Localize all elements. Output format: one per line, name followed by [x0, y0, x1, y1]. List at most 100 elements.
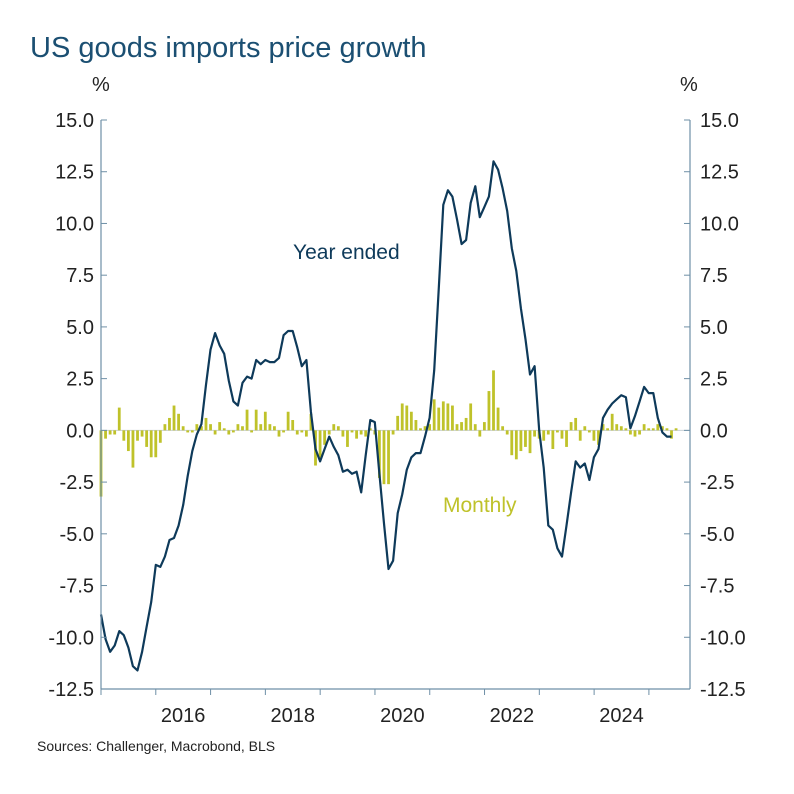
monthly-bar [332, 424, 336, 431]
monthly-bar [524, 430, 527, 447]
monthly-bar [514, 430, 518, 460]
monthly-bar [487, 391, 491, 431]
x-tick-label: 2020 [380, 705, 425, 727]
y-tick-label-left: 10.0 [55, 213, 94, 235]
monthly-bar [387, 430, 390, 485]
monthly-bar [204, 417, 208, 431]
annotation-year-ended: Year ended [293, 241, 400, 264]
monthly-bar [259, 424, 263, 431]
monthly-bar [423, 426, 427, 431]
y-tick-label-left: 0.0 [66, 420, 94, 442]
monthly-bar [154, 430, 158, 458]
monthly-bar [209, 424, 212, 431]
x-tick-label: 2022 [490, 705, 535, 727]
monthly-bar [574, 417, 578, 431]
y-tick-label-right: 12.5 [700, 162, 739, 184]
monthly-bar [428, 424, 432, 431]
monthly-bar [218, 422, 222, 431]
monthly-bar [565, 430, 568, 447]
monthly-bar [231, 430, 235, 433]
monthly-bar [505, 430, 509, 435]
y-tick-label-left: 2.5 [66, 369, 94, 391]
y-tick-label-right: -5.0 [700, 524, 734, 546]
y-tick-label-right: -7.5 [700, 576, 734, 598]
monthly-bar [665, 428, 669, 431]
y-tick-label-right: 2.5 [700, 369, 728, 391]
monthly-bar [592, 430, 596, 441]
monthly-bar [323, 430, 327, 445]
monthly-bar [108, 430, 112, 435]
monthly-bar [619, 426, 623, 431]
monthly-bar [117, 407, 121, 431]
monthly-bar [364, 430, 368, 437]
left-axis-unit: % [92, 74, 110, 96]
monthly-bar [368, 428, 372, 431]
monthly-bar [327, 430, 331, 435]
monthly-bar [391, 430, 395, 435]
monthly-bar [629, 430, 632, 435]
monthly-bar [455, 424, 459, 431]
monthly-bar [282, 430, 285, 433]
y-tick-label-left: -5.0 [60, 524, 94, 546]
monthly-bar [145, 430, 149, 447]
monthly-bar [660, 426, 664, 431]
monthly-bar [355, 430, 358, 439]
monthly-bar [647, 428, 651, 431]
monthly-bar [273, 426, 276, 431]
monthly-bar [583, 426, 587, 431]
monthly-bar [309, 413, 313, 431]
y-tick-label-right: 10.0 [700, 213, 739, 235]
monthly-bar [295, 430, 299, 435]
monthly-bar [350, 430, 354, 433]
monthly-bar [441, 401, 445, 431]
monthly-bar [469, 403, 473, 431]
monthly-bar [396, 415, 400, 431]
monthly-bar [542, 430, 546, 441]
y-tick-label-right: 15.0 [700, 110, 739, 132]
monthly-bar [674, 428, 678, 431]
monthly-bar [378, 430, 381, 478]
monthly-bar [263, 411, 267, 431]
y-tick-label-left: -7.5 [60, 576, 94, 598]
y-tick-label-left: -10.0 [48, 627, 94, 649]
monthly-bar [250, 430, 254, 433]
monthly-bar [519, 430, 523, 452]
monthly-bar [400, 403, 404, 431]
x-tick-label: 2018 [271, 705, 316, 727]
x-tick-label: 2024 [599, 705, 644, 727]
monthly-bar [245, 409, 249, 431]
monthly-bar [587, 430, 591, 433]
monthly-bar [478, 430, 482, 437]
monthly-bar [236, 424, 240, 431]
y-tick-label-right: -10.0 [700, 627, 746, 649]
monthly-bar [113, 430, 117, 435]
y-tick-label-right: 0.0 [700, 420, 728, 442]
monthly-bar [359, 430, 363, 435]
monthly-bar [578, 430, 582, 441]
monthly-bar [286, 411, 290, 431]
monthly-bar [222, 428, 226, 431]
sources-note: Sources: Challenger, Macrobond, BLS [37, 738, 276, 754]
monthly-bar [409, 411, 413, 431]
monthly-bar [610, 413, 614, 431]
monthly-bar [341, 430, 345, 437]
monthly-bar [241, 426, 244, 431]
monthly-bar [446, 403, 450, 431]
monthly-bar [569, 422, 573, 431]
monthly-bar [437, 407, 441, 431]
monthly-bar [624, 428, 628, 431]
monthly-bar [300, 430, 304, 433]
monthly-bar [473, 424, 477, 431]
monthly-bar [318, 430, 322, 460]
monthly-bar [346, 430, 349, 447]
monthly-bar [382, 430, 386, 485]
monthly-bar [546, 430, 550, 435]
year-ended-line [99, 160, 672, 672]
monthly-bar [601, 424, 605, 431]
annotation-monthly: Monthly [443, 494, 517, 517]
y-tick-label-right: -2.5 [700, 472, 734, 494]
y-tick-label-right: 7.5 [700, 265, 728, 287]
monthly-bar [606, 428, 610, 431]
monthly-bar [501, 426, 505, 431]
monthly-bar [551, 430, 555, 449]
